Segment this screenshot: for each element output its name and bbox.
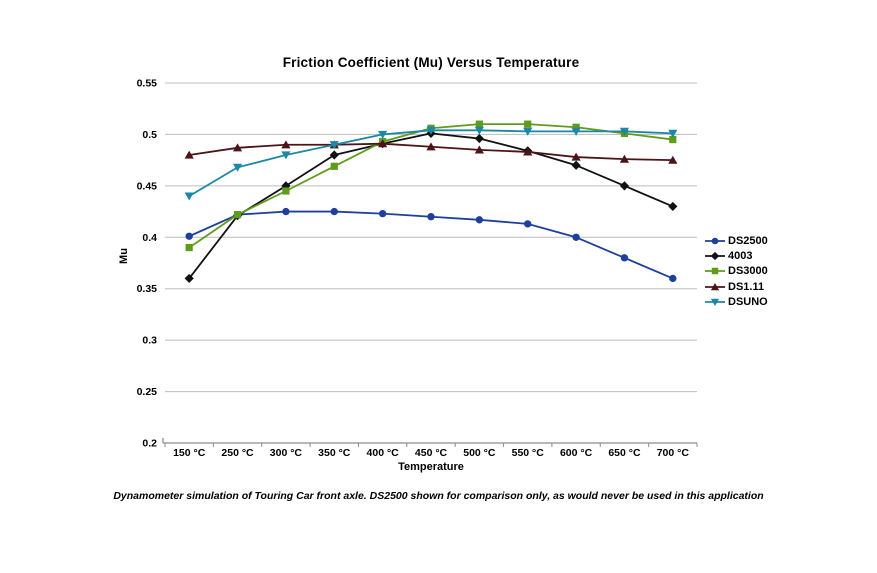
marker-triangle-down	[619, 127, 630, 136]
legend-item-ds2500: DS2500	[705, 233, 768, 248]
x-tick-label: 400 °C	[367, 447, 400, 459]
chart-caption: Dynamometer simulation of Touring Car fr…	[113, 490, 764, 502]
marker-triangle-up	[710, 282, 720, 290]
marker-square	[475, 120, 483, 128]
marker-square	[524, 120, 532, 128]
legend-label: DS2500	[728, 234, 768, 247]
legend-marker-icon	[705, 282, 725, 290]
marker-circle	[572, 233, 580, 241]
marker-circle	[620, 254, 629, 262]
marker-diamond	[329, 150, 339, 160]
y-axis-label: Mu	[118, 248, 130, 264]
legend-marker-icon	[705, 267, 725, 275]
chart-title: Friction Coefficient (Mu) Versus Tempera…	[282, 55, 580, 70]
marker-triangle-up	[232, 143, 243, 152]
marker-triangle-up	[523, 147, 533, 156]
marker-circle	[475, 216, 484, 224]
legend-item-ds1-11: DS1.11	[705, 279, 768, 294]
marker-diamond	[571, 160, 581, 170]
x-tick-label: 300 °C	[270, 447, 303, 459]
x-tick-label: 650 °C	[608, 447, 641, 459]
legend-label: 4003	[728, 249, 753, 262]
marker-circle	[378, 209, 387, 218]
marker-circle	[669, 274, 677, 283]
marker-square	[233, 211, 242, 219]
marker-triangle-up	[281, 140, 291, 149]
marker-triangle-down	[668, 129, 678, 138]
y-tick-label: 0.35	[137, 283, 158, 295]
marker-square	[282, 187, 290, 195]
y-tick-label: 0.25	[137, 386, 158, 398]
marker-triangle-up	[619, 154, 630, 163]
legend-item-4003: 4003	[705, 248, 768, 263]
series-line-ds2500	[188, 210, 674, 280]
x-tick-label: 450 °C	[415, 447, 448, 459]
x-tick-label: 700 °C	[657, 447, 690, 459]
x-tick-label: 150 °C	[173, 447, 206, 459]
marker-square	[572, 123, 580, 131]
x-tick-label: 250 °C	[221, 447, 254, 459]
marker-triangle-up	[474, 145, 484, 154]
marker-triangle-up	[426, 142, 436, 151]
marker-circle	[185, 232, 193, 240]
chart-legend: DS2500 4003 DS3000 DS1.11 DSUNO	[705, 233, 768, 309]
x-tick-label: 600 °C	[560, 447, 593, 459]
y-tick-label: 0.2	[142, 438, 157, 450]
y-tick-label: 0.55	[137, 78, 158, 90]
marker-triangle-down	[329, 141, 339, 150]
marker-triangle-down	[474, 126, 484, 135]
marker-triangle-down	[710, 298, 720, 306]
legend-label: DS3000	[728, 265, 768, 278]
legend-marker-icon	[705, 298, 725, 306]
legend-item-dsuno: DSUNO	[705, 294, 768, 309]
marker-triangle-up	[668, 155, 678, 164]
y-tick-label: 0.5	[142, 129, 157, 141]
legend-label: DS1.11	[728, 280, 765, 293]
marker-circle	[282, 207, 290, 216]
marker-diamond	[619, 181, 630, 191]
legend-label: DSUNO	[728, 295, 768, 308]
marker-diamond	[474, 133, 484, 144]
marker-circle	[524, 220, 532, 228]
x-axis-label: Temperature	[398, 461, 464, 473]
y-tick-label: 0.3	[142, 335, 157, 347]
marker-triangle-down	[281, 151, 291, 160]
marker-diamond	[710, 251, 720, 261]
marker-triangle-down	[571, 127, 581, 136]
x-tick-label: 350 °C	[318, 447, 351, 459]
y-tick-label: 0.45	[137, 180, 158, 192]
legend-marker-icon	[705, 237, 725, 244]
marker-triangle-up	[571, 152, 581, 161]
marker-triangle-down	[378, 130, 388, 139]
legend-marker-icon	[705, 251, 725, 261]
marker-square	[669, 135, 677, 144]
marker-square	[185, 243, 193, 252]
marker-triangle-down	[523, 127, 533, 136]
marker-triangle-up	[378, 139, 388, 148]
marker-diamond	[184, 273, 194, 284]
y-tick-label: 0.4	[142, 232, 157, 244]
x-tick-label: 500 °C	[463, 447, 496, 459]
marker-square	[711, 267, 719, 275]
marker-triangle-down	[184, 192, 194, 201]
marker-circle	[330, 207, 338, 216]
legend-item-ds3000: DS3000	[705, 264, 768, 279]
marker-triangle-down	[426, 126, 436, 135]
marker-diamond	[668, 201, 678, 212]
marker-square	[330, 162, 338, 170]
series-line-4003	[188, 132, 674, 279]
x-tick-label: 550 °C	[512, 447, 545, 459]
marker-circle	[427, 213, 435, 221]
marker-circle	[711, 237, 719, 244]
marker-diamond	[281, 181, 291, 191]
marker-triangle-up	[184, 150, 194, 159]
marker-triangle-down	[232, 163, 243, 172]
